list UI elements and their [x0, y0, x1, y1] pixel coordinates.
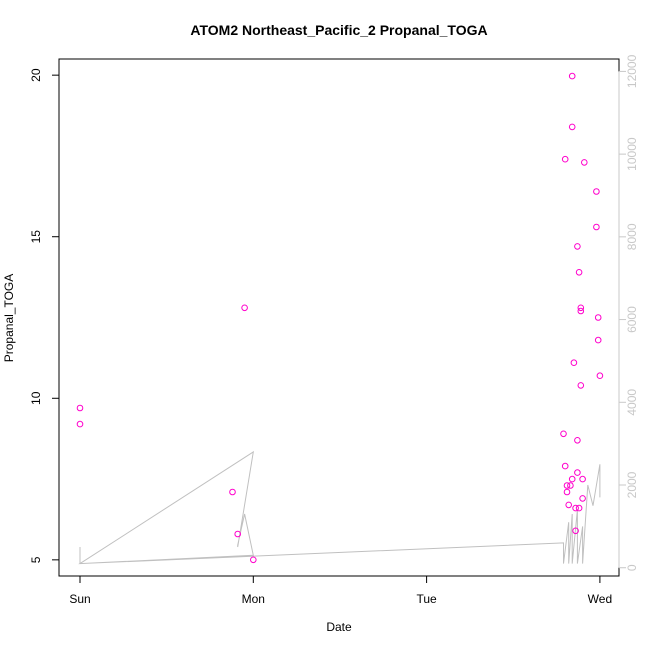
altitude-line-layer: [78, 450, 601, 565]
y2-tick-label: 12000: [625, 54, 639, 88]
y2-tick-label: 6000: [625, 306, 639, 333]
x-tick-label: Wed: [588, 592, 612, 606]
data-point: [561, 155, 569, 163]
points-layer: [76, 72, 604, 564]
y2-tick-label: 4000: [625, 389, 639, 416]
data-point: [568, 123, 576, 131]
data-point: [575, 269, 583, 276]
y2-tick-label: 2000: [625, 471, 639, 498]
y2-tick-label: 8000: [625, 223, 639, 250]
x-tick-label: Mon: [242, 592, 265, 606]
data-point: [234, 530, 241, 538]
data-point: [250, 556, 257, 564]
data-point: [570, 359, 578, 367]
data-point: [572, 527, 579, 535]
x-axis-label: Date: [326, 620, 352, 634]
data-point: [568, 72, 576, 80]
plot-frame: [58, 58, 620, 577]
data-point: [574, 243, 581, 250]
y-axis-label: Propanal_TOGA: [2, 274, 16, 363]
data-point: [579, 475, 586, 483]
data-point: [76, 404, 84, 412]
y2-tick-label: 0: [625, 564, 639, 571]
data-point: [76, 420, 84, 428]
y-tick-label: 10: [29, 391, 43, 405]
y2-tick-label: 10000: [625, 137, 639, 171]
altitude-line: [78, 450, 601, 565]
y-tick-label: 5: [29, 556, 43, 563]
data-point: [594, 336, 602, 344]
data-point: [560, 430, 567, 438]
data-point: [581, 159, 588, 166]
data-point: [577, 307, 585, 315]
data-point: [563, 488, 571, 496]
data-point: [574, 437, 581, 444]
data-point: [593, 223, 600, 231]
data-point: [594, 314, 602, 321]
data-point: [577, 382, 585, 389]
chart-title: ATOM2 Northeast_Pacific_2 Propanal_TOGA: [190, 22, 487, 38]
x-tick-label: Tue: [416, 592, 437, 606]
data-point: [575, 504, 583, 512]
data-point: [593, 188, 600, 195]
y-tick-label: 15: [29, 230, 43, 244]
data-point: [579, 495, 586, 502]
data-point: [241, 304, 248, 312]
data-point: [577, 304, 585, 312]
data-point: [229, 488, 236, 496]
data-point: [567, 482, 574, 489]
y-tick-label: 20: [29, 68, 43, 82]
data-point: [572, 504, 579, 512]
data-point: [574, 469, 581, 476]
data-point: [596, 372, 604, 380]
data-point: [563, 482, 571, 489]
axes-layer: Sun Mon Tue Wed 5 10 15 20 0 2000 4000 6000 8000 1000…: [29, 54, 639, 606]
data-point: [561, 462, 569, 470]
data-point: [568, 475, 576, 483]
x-tick-label: Sun: [69, 592, 90, 606]
data-point: [565, 501, 573, 509]
